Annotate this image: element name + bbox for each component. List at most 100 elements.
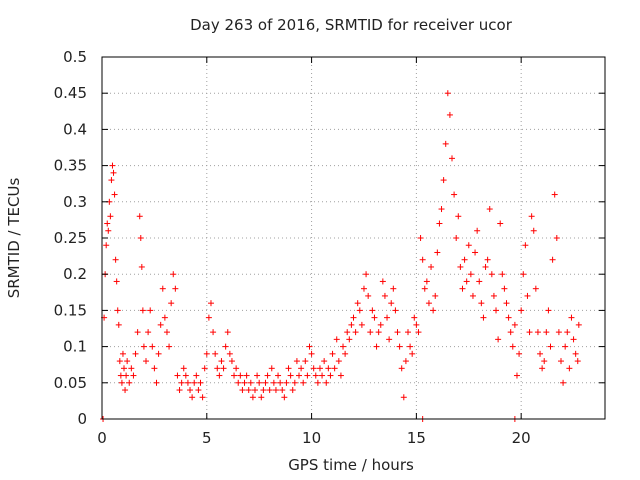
data-point — [469, 292, 476, 299]
data-point — [237, 372, 244, 379]
data-point — [111, 191, 118, 198]
data-point — [472, 249, 479, 256]
y-tick-label: 0.05 — [54, 374, 87, 392]
data-point — [130, 372, 137, 379]
data-point — [486, 206, 493, 213]
data-point — [193, 372, 200, 379]
data-point — [423, 278, 430, 285]
data-point — [180, 365, 187, 372]
data-point — [216, 372, 223, 379]
data-point — [210, 329, 217, 336]
data-point — [195, 387, 202, 394]
data-point — [564, 329, 571, 336]
data-point — [400, 394, 407, 401]
data-point — [360, 285, 367, 292]
data-point — [235, 379, 242, 386]
y-tick-label: 0.2 — [63, 265, 87, 283]
data-point — [207, 300, 214, 307]
data-point — [197, 379, 204, 386]
data-point — [516, 350, 523, 357]
data-point — [260, 387, 267, 394]
data-point — [296, 372, 303, 379]
data-point — [574, 358, 581, 365]
data-point — [555, 329, 562, 336]
data-point — [560, 379, 567, 386]
data-point — [356, 307, 363, 314]
data-point — [300, 379, 307, 386]
data-point — [534, 329, 541, 336]
data-point — [478, 300, 485, 307]
data-point — [147, 307, 154, 314]
data-point — [522, 242, 529, 249]
data-point — [365, 292, 372, 299]
data-point — [419, 256, 426, 263]
data-point — [105, 227, 112, 234]
data-point — [107, 213, 114, 220]
data-point — [482, 263, 489, 270]
data-point — [306, 343, 313, 350]
data-point — [490, 292, 497, 299]
data-point — [388, 300, 395, 307]
data-point — [348, 321, 355, 328]
data-point — [404, 329, 411, 336]
data-point — [524, 292, 531, 299]
data-point — [122, 387, 129, 394]
data-point — [503, 300, 510, 307]
x-tick-label: 0 — [97, 429, 107, 447]
data-point — [289, 387, 296, 394]
x-tick-label: 10 — [302, 429, 321, 447]
data-point — [312, 372, 319, 379]
data-point — [415, 329, 422, 336]
data-point — [245, 387, 252, 394]
data-point — [222, 343, 229, 350]
data-point — [467, 271, 474, 278]
data-point — [123, 372, 130, 379]
data-point — [432, 292, 439, 299]
data-point — [532, 285, 539, 292]
data-point — [352, 329, 359, 336]
data-point — [104, 220, 111, 227]
data-point — [421, 285, 428, 292]
data-point — [308, 350, 315, 357]
data-point — [112, 256, 119, 263]
data-point — [331, 365, 338, 372]
data-point — [116, 358, 123, 365]
data-point — [157, 321, 164, 328]
data-point — [124, 358, 131, 365]
data-point — [553, 235, 560, 241]
data-point — [367, 329, 374, 336]
data-point — [390, 285, 397, 292]
data-point — [321, 358, 328, 365]
data-point — [220, 365, 227, 372]
data-point — [279, 387, 286, 394]
data-point — [551, 191, 558, 198]
data-point — [438, 206, 445, 213]
data-point — [247, 379, 254, 386]
chart-title: Day 263 of 2016, SRMTID for receiver uco… — [190, 16, 513, 34]
data-point — [411, 314, 418, 321]
data-point — [114, 307, 121, 314]
data-point — [402, 358, 409, 365]
data-point — [199, 394, 206, 401]
y-tick-label: 0.15 — [54, 301, 87, 319]
y-tick-label: 0.45 — [54, 84, 87, 102]
data-point — [530, 227, 537, 234]
data-point — [323, 379, 330, 386]
x-tick-label: 15 — [407, 429, 426, 447]
data-point — [459, 285, 466, 292]
data-point — [283, 379, 290, 386]
data-point — [249, 394, 256, 401]
data-point — [476, 278, 483, 285]
data-point — [430, 307, 437, 314]
data-point — [444, 90, 451, 97]
y-tick-labels: 0 0.05 0.1 0.15 0.2 0.25 0.3 0.35 0.4 0.45 0.5 — [54, 48, 87, 428]
data-point — [258, 394, 265, 401]
data-point — [187, 387, 194, 394]
data-point — [285, 365, 292, 372]
data-point — [310, 365, 317, 372]
x-axis-label: GPS time / hours — [288, 456, 414, 474]
data-point — [325, 365, 332, 372]
data-point — [371, 314, 378, 321]
data-point — [344, 329, 351, 336]
